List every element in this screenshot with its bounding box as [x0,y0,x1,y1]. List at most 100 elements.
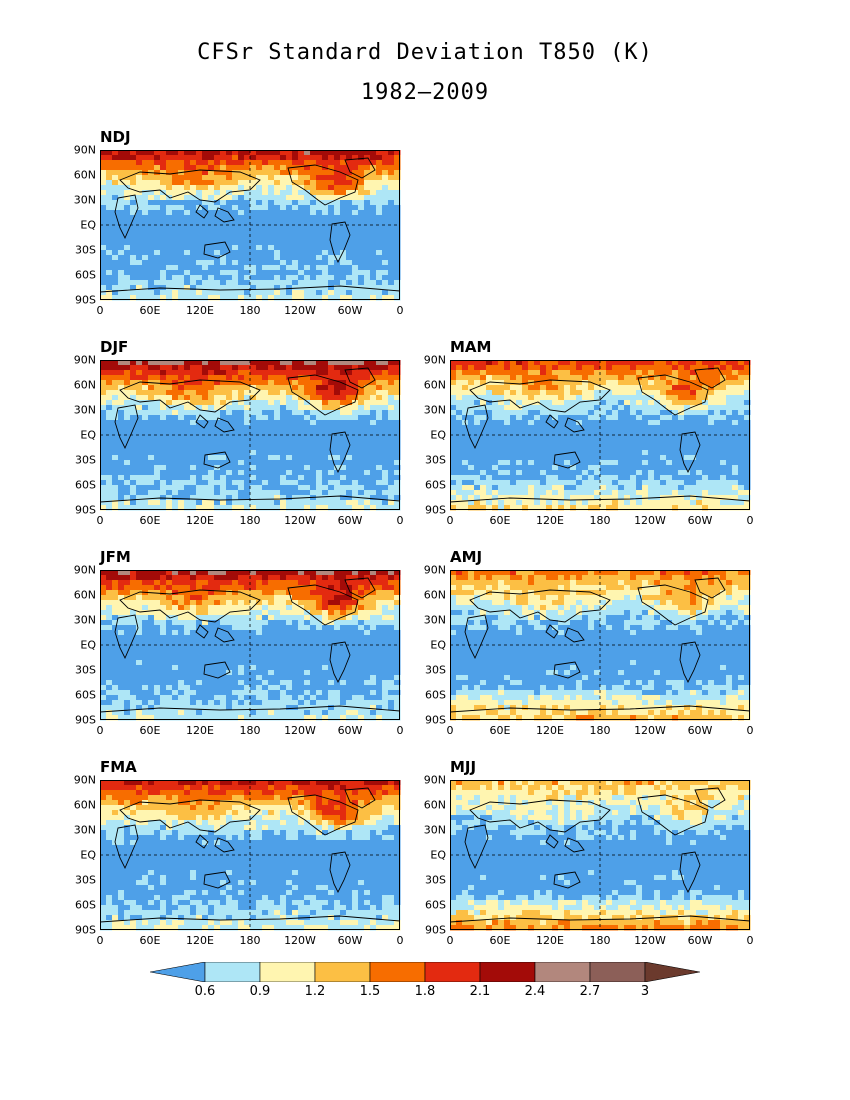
latitude-tick: EQ [80,848,96,862]
latitude-tick: 30N [73,613,96,627]
panel-label: MJJ [450,758,477,776]
longitude-tick: 120E [186,724,214,737]
longitude-axis: 0 60E 120E 180 120W 60W 0 [446,510,754,528]
colorbar-tick-label: 0.9 [249,984,271,999]
coastline [469,799,611,833]
colorbar: 0.6 0.9 1.2 1.5 1.8 2.1 2.4 2.7 3 [149,961,701,1002]
coastline [564,417,585,433]
map-frame [100,150,400,300]
map-panel-mam: MAM 90N 60N 30N EQ 30S 60S 90S 0 60E 120E 180 120W 60… [424,338,754,527]
longitude-tick: 0 [396,514,404,527]
latitude-tick: 90S [425,503,446,517]
map-panel-djf: DJF 90N 60N 30N EQ 30S 60S 90S 0 60E 120E 180 120W 60… [74,338,404,527]
colorbar-tick-label: 2.1 [469,984,491,999]
longitude-tick: 120W [634,514,666,527]
coastline [637,584,709,626]
latitude-tick: 60N [73,798,96,812]
longitude-tick: 0 [396,934,404,947]
latitude-tick: 30S [75,873,96,887]
longitude-tick: 120W [634,724,666,737]
colorbar-swatch [369,961,426,983]
coastline [203,871,231,889]
latitude-tick: 90N [73,353,96,367]
latitude-axis: 90N 60N 30N EQ 30S 60S 90S [54,774,100,937]
coastline [119,799,261,833]
longitude-tick: 0 [446,514,454,527]
latitude-tick: EQ [430,638,446,652]
latitude-tick: 30S [425,453,446,467]
colorbar-tick-label: 1.2 [304,984,326,999]
longitude-axis: 0 60E 120E 180 120W 60W 0 [447,720,754,738]
longitude-tick: 0 [96,514,104,527]
latitude-tick: 60S [75,688,96,702]
colorbar-tick-label: 3 [640,984,650,999]
coastline [114,404,139,450]
longitude-tick: 60W [337,514,363,527]
latitude-tick: 30S [425,873,446,887]
longitude-tick: 60E [139,724,161,737]
longitude-axis: 0 60E 120E 180 120W 60W 0 [97,720,404,738]
coastline [195,624,209,639]
map-field [99,360,401,511]
longitude-axis: 0 60E 120E 180 120W 60W 0 [97,930,404,948]
latitude-tick: EQ [80,428,96,442]
latitude-tick: 30N [423,823,446,837]
latitude-axis: 90N 60N 30N EQ 30S 60S 90S [54,354,100,517]
panel-label: AMJ [450,548,483,566]
colorbar-tick-label: 2.4 [524,984,546,999]
latitude-tick: 90N [73,143,96,157]
panel-label: MAM [450,338,492,356]
latitude-axis: 90N 60N 30N EQ 30S 60S 90S [404,564,450,727]
latitude-tick: EQ [80,638,96,652]
coastline [564,627,585,643]
latitude-tick: 90S [75,503,96,517]
coastline [119,169,261,203]
latitude-tick: 60N [423,798,446,812]
map-field [449,360,751,511]
coastline [545,834,559,849]
longitude-tick: 180 [239,304,261,317]
latitude-tick: 30S [75,453,96,467]
coastline [114,194,139,240]
map-frame [450,360,750,510]
coastline [545,414,559,429]
colorbar-swatch [479,961,536,983]
coastline [344,157,376,179]
coastline [464,824,489,870]
latitude-axis: 90N 60N 30N EQ 30S 60S 90S [404,774,450,937]
coastline [119,589,261,623]
map-panel-mjj: MJJ 90N 60N 30N EQ 30S 60S 90S 0 60E 120E 180 120W 60… [424,758,754,947]
longitude-tick: 60W [687,514,713,527]
longitude-tick: 180 [239,934,261,947]
latitude-tick: 90S [425,713,446,727]
longitude-tick: 120E [536,514,564,527]
coastline [203,241,231,259]
latitude-axis: 90N 60N 30N EQ 30S 60S 90S [54,564,100,727]
longitude-tick: 180 [589,514,611,527]
longitude-tick: 0 [396,304,404,317]
panel-label: FMA [100,758,137,776]
chart-title: CFSr Standard Deviation T850 (K) [197,40,653,65]
coastline [464,614,489,660]
coastline [553,451,581,469]
coastline [545,624,559,639]
map-panel-ndj: NDJ 90N 60N 30N EQ 30S 60S 90S 0 60E 120E 180 120W 60… [74,128,404,317]
longitude-tick: 60W [337,304,363,317]
longitude-tick: 0 [96,304,104,317]
longitude-tick: 120W [284,514,316,527]
latitude-tick: 90S [75,923,96,937]
latitude-tick: 30S [425,663,446,677]
colorbar-swatch [534,961,591,983]
longitude-tick: 120E [536,934,564,947]
latitude-tick: 60N [423,588,446,602]
longitude-tick: 0 [746,934,754,947]
latitude-tick: 60S [425,898,446,912]
latitude-tick: 60N [423,378,446,392]
latitude-tick: 90S [75,713,96,727]
latitude-tick: 30N [423,613,446,627]
longitude-tick: 60W [687,934,713,947]
latitude-tick: 60S [75,898,96,912]
latitude-tick: 30N [73,193,96,207]
coastline [329,851,351,894]
coastline [287,164,359,206]
